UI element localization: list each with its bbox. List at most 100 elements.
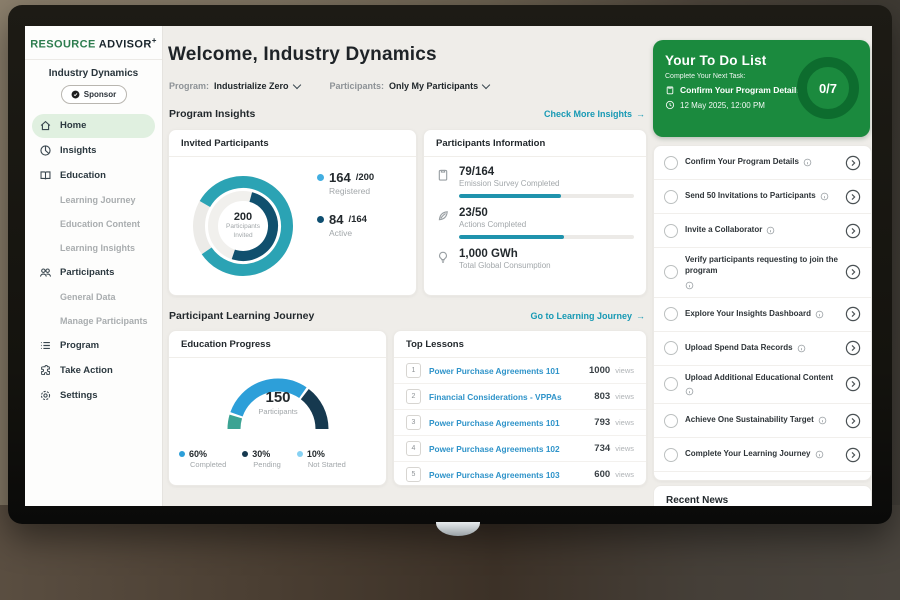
lesson-views-count: 600 bbox=[594, 469, 611, 480]
task-checkbox[interactable] bbox=[664, 155, 678, 170]
sidebar-item-label: Learning Insights bbox=[60, 243, 136, 254]
sidebar-item-participants[interactable]: Participants bbox=[32, 261, 155, 285]
recent-news-card: Recent News bbox=[653, 485, 872, 506]
sidebar-item-learning-insights[interactable]: Learning Insights bbox=[32, 237, 155, 260]
sidebar-item-program[interactable]: Program bbox=[32, 334, 155, 358]
legend-pct: 30% bbox=[252, 449, 271, 459]
sidebar-item-manage-participants[interactable]: Manage Participants bbox=[32, 310, 155, 333]
lesson-title-link[interactable]: Financial Considerations - VPPAs bbox=[429, 391, 562, 402]
monitor-stand bbox=[436, 522, 480, 536]
todo-subtitle: Complete Your Next Task: bbox=[665, 73, 746, 80]
task-checkbox[interactable] bbox=[664, 377, 678, 392]
todo-progress-ring: 0/7 bbox=[797, 57, 859, 119]
task-label: Confirm Your Program Details bbox=[685, 157, 799, 167]
task-checkbox[interactable] bbox=[664, 307, 678, 322]
task-checkbox[interactable] bbox=[664, 447, 678, 462]
page-title: Welcome, Industry Dynamics bbox=[168, 44, 437, 65]
donut-center: 200 Participants Invited bbox=[183, 166, 303, 286]
donut-svg bbox=[193, 176, 293, 276]
sidebar-item-education-content[interactable]: Education Content bbox=[32, 213, 155, 236]
task-label: Send 50 Invitations to Participants bbox=[685, 191, 816, 201]
legend-value: 84 bbox=[329, 212, 344, 227]
task-achieve-one-sustainability-target[interactable]: Achieve One Sustainability Target bbox=[654, 404, 871, 439]
donut-center-value: 200 bbox=[233, 211, 253, 224]
filter-participants[interactable]: Participants: Only My Participants bbox=[329, 80, 491, 91]
lesson-rank: 4 bbox=[406, 441, 421, 456]
lesson-title-link[interactable]: Power Purchase Agreements 102 bbox=[429, 443, 560, 454]
lesson-rank: 1 bbox=[406, 363, 421, 378]
lesson-views: 803 views bbox=[594, 391, 634, 402]
insights-icon bbox=[39, 144, 52, 157]
card-title: Top Lessons bbox=[394, 331, 646, 358]
legend-item: 60% Completed bbox=[179, 449, 226, 469]
lesson-views: 793 views bbox=[594, 417, 634, 428]
task-confirm-your-program-details[interactable]: Confirm Your Program Details bbox=[654, 146, 871, 180]
lesson-title-link[interactable]: Power Purchase Agreements 101 bbox=[429, 365, 560, 376]
task-open-button[interactable] bbox=[845, 306, 861, 322]
task-checkbox[interactable] bbox=[664, 341, 678, 356]
task-checkbox[interactable] bbox=[664, 189, 678, 204]
logo-plus: + bbox=[151, 36, 157, 45]
sidebar-item-learning-journey[interactable]: Learning Journey bbox=[32, 189, 155, 212]
task-open-button[interactable] bbox=[845, 340, 861, 356]
lesson-views: 1000 views bbox=[589, 365, 634, 376]
task-upload-spend-data-records[interactable]: Upload Spend Data Records bbox=[654, 332, 871, 366]
task-invite-a-collaborator[interactable]: Invite a Collaborator bbox=[654, 214, 871, 248]
app-logo: RESOURCE ADVISOR+ bbox=[25, 26, 162, 60]
lesson-rank: 3 bbox=[406, 415, 421, 430]
task-open-button[interactable] bbox=[845, 413, 861, 429]
gauge-svg bbox=[227, 378, 329, 430]
legend-pct: 10% bbox=[306, 449, 325, 459]
task-upload-additional-educational-content[interactable]: Upload Additional Educational Content bbox=[654, 366, 871, 405]
task-send-50-invitations-to-participants[interactable]: Send 50 Invitations to Participants bbox=[654, 180, 871, 214]
task-complete-your-learning-journey[interactable]: Complete Your Learning Journey bbox=[654, 438, 871, 473]
task-open-button[interactable] bbox=[845, 155, 861, 171]
check-more-insights-link[interactable]: Check More Insights → bbox=[543, 109, 645, 119]
info-icon bbox=[815, 310, 824, 319]
gauge-center-label: Participants bbox=[258, 407, 298, 416]
sponsor-badge[interactable]: Sponsor bbox=[60, 84, 127, 104]
lesson-title-link[interactable]: Power Purchase Agreements 103 bbox=[429, 469, 560, 480]
invited-donut-chart: 200 Participants Invited bbox=[183, 166, 303, 286]
task-open-button[interactable] bbox=[845, 264, 861, 280]
task-checkbox[interactable] bbox=[664, 413, 678, 428]
sidebar-nav: Home Insights Education Learning Journey bbox=[25, 113, 162, 408]
task-checkbox[interactable] bbox=[664, 265, 678, 280]
sidebar-item-education[interactable]: Education bbox=[32, 164, 155, 188]
stat-value: 79/164 bbox=[459, 166, 495, 178]
lesson-views-count: 793 bbox=[594, 417, 611, 428]
task-verify-participants-requesting-to-join-the-program[interactable]: Verify participants requesting to join t… bbox=[654, 248, 871, 298]
task-open-button[interactable] bbox=[845, 376, 861, 392]
task-checkbox[interactable] bbox=[664, 223, 678, 238]
info-icon bbox=[685, 387, 694, 396]
donut-legend: 164/200 Registered 84/164 Active bbox=[317, 170, 374, 254]
task-open-button[interactable] bbox=[845, 223, 861, 239]
stat-block: 23/50 Actions Completed bbox=[424, 198, 646, 239]
legend-value: 164 bbox=[329, 170, 351, 185]
task-explore-your-insights-dashboard[interactable]: Explore Your Insights Dashboard bbox=[654, 298, 871, 332]
go-to-learning-journey-link[interactable]: Go to Learning Journey → bbox=[530, 311, 645, 321]
todo-tasks-card: Confirm Your Program Details Send 50 Inv… bbox=[653, 145, 872, 481]
chevron-down-icon bbox=[292, 80, 301, 89]
sidebar-item-take-action[interactable]: Take Action bbox=[32, 359, 155, 383]
collapse-tasks-link[interactable]: Collapse Tasks bbox=[654, 472, 871, 480]
info-icon bbox=[685, 281, 694, 290]
task-open-button[interactable] bbox=[845, 189, 861, 205]
recent-news-title: Recent News bbox=[654, 486, 871, 506]
filter-label: Participants: bbox=[329, 81, 385, 91]
sidebar-item-home[interactable]: Home bbox=[32, 113, 155, 138]
education-progress-card: Education Progress 150 Participants 60% … bbox=[168, 330, 387, 486]
lesson-views-suffix: views bbox=[613, 418, 634, 427]
sidebar-item-settings[interactable]: Settings bbox=[32, 384, 155, 408]
arrow-right-icon: → bbox=[636, 109, 645, 119]
task-open-button[interactable] bbox=[845, 447, 861, 463]
sidebar-item-insights[interactable]: Insights bbox=[32, 139, 155, 163]
filter-program[interactable]: Program: Industrialize Zero bbox=[169, 80, 301, 91]
lesson-title-link[interactable]: Power Purchase Agreements 101 bbox=[429, 417, 560, 428]
info-icon bbox=[803, 158, 812, 167]
lesson-row: 5 Power Purchase Agreements 103 600 view… bbox=[394, 462, 646, 487]
logo-advisor: ADVISOR bbox=[98, 38, 152, 51]
info-icon bbox=[818, 416, 827, 425]
dashboard-screen: RESOURCE ADVISOR+ Industry Dynamics Spon… bbox=[25, 26, 872, 506]
sidebar-item-general-data[interactable]: General Data bbox=[32, 286, 155, 309]
